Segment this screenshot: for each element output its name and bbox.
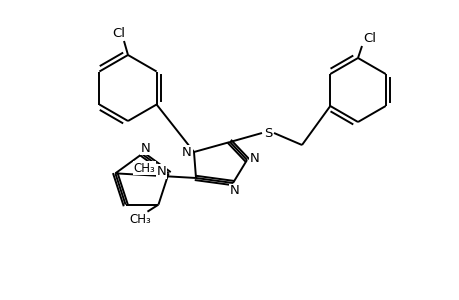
Text: CH₃: CH₃ [129,213,151,226]
Text: S: S [263,127,272,140]
Text: Cl: Cl [112,26,125,40]
Text: N: N [250,152,259,164]
Text: CH₃: CH₃ [134,162,155,175]
Text: Cl: Cl [363,32,375,44]
Text: N: N [141,142,151,154]
Text: N: N [157,165,166,178]
Text: N: N [182,146,191,158]
Text: N: N [230,184,239,197]
